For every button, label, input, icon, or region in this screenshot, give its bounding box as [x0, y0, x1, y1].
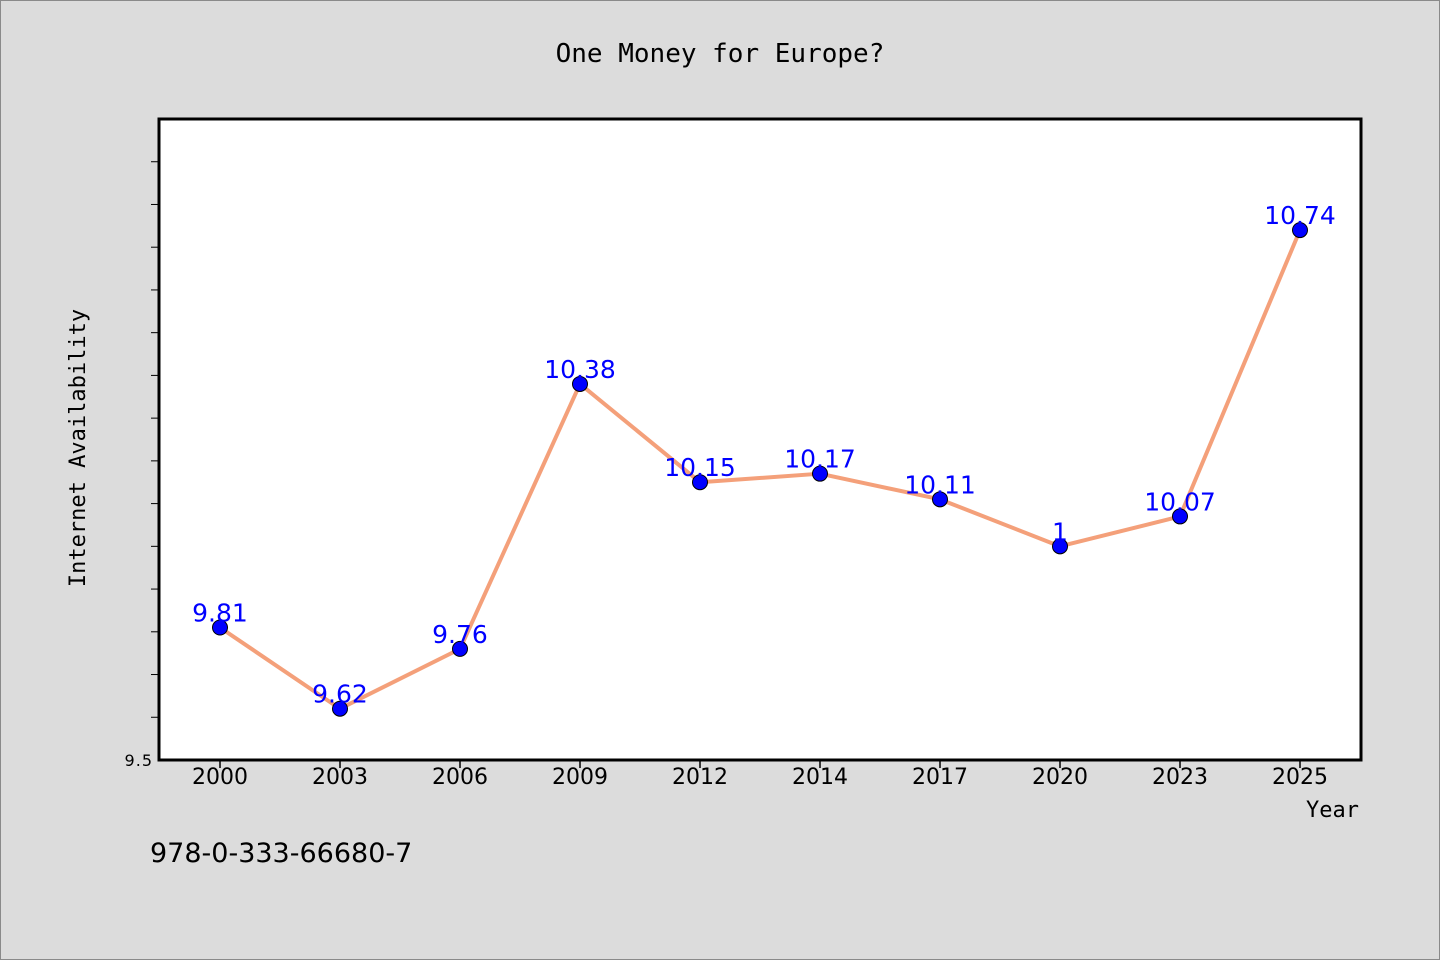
x-tick-label: 2012: [672, 765, 728, 790]
x-tick-label: 2020: [1032, 765, 1088, 790]
data-label: 9.76: [432, 620, 488, 649]
x-tick-label: 2000: [192, 765, 248, 790]
series-group: 9.81 9.62 9.76 10.38 10.15 10.17 10.11 1 10.07 10…: [192, 201, 1336, 717]
data-label: 10.38: [544, 355, 616, 384]
data-point: [332, 700, 348, 717]
x-tick-label: 2017: [912, 765, 968, 790]
x-tick-label: 2003: [312, 765, 368, 790]
data-point: [452, 640, 468, 657]
data-point: [932, 491, 948, 508]
x-tick-label: 2006: [432, 765, 488, 790]
x-tick-label: 2009: [552, 765, 608, 790]
plot-area: [157, 117, 1363, 762]
chart-title: One Money for Europe?: [556, 39, 885, 69]
data-point: [572, 375, 588, 392]
data-label: 9.81: [192, 599, 248, 628]
data-point: [212, 619, 228, 636]
x-ticks: 2000 2003 2006 2009 2012 2014 2017 2020 2023 2025: [192, 760, 1328, 790]
data-label: 9.62: [312, 680, 368, 709]
isbn-label: 978-0-333-66680-7: [150, 838, 412, 869]
data-label: 1: [1052, 517, 1068, 546]
x-tick-label: 2023: [1152, 765, 1208, 790]
x-tick-label: 2014: [792, 765, 848, 790]
data-label: 10.15: [664, 453, 736, 482]
y-tick-label: 9.5: [125, 751, 153, 770]
data-point: [692, 474, 708, 491]
x-tick-label: 2025: [1272, 765, 1328, 790]
x-axis-label: Year: [1306, 798, 1359, 823]
y-axis-label: Internet Availability: [66, 309, 91, 587]
data-label: 10.11: [904, 470, 976, 499]
data-point: [1052, 538, 1068, 555]
y-ticks: 9.5: [125, 161, 159, 770]
series-line: [218, 229, 1302, 711]
data-point: [1292, 222, 1308, 239]
data-point: [1172, 508, 1188, 525]
data-label: 10.17: [784, 445, 856, 474]
data-label: 10.74: [1264, 201, 1336, 230]
data-label: 10.07: [1144, 487, 1216, 516]
data-point: [812, 465, 828, 482]
